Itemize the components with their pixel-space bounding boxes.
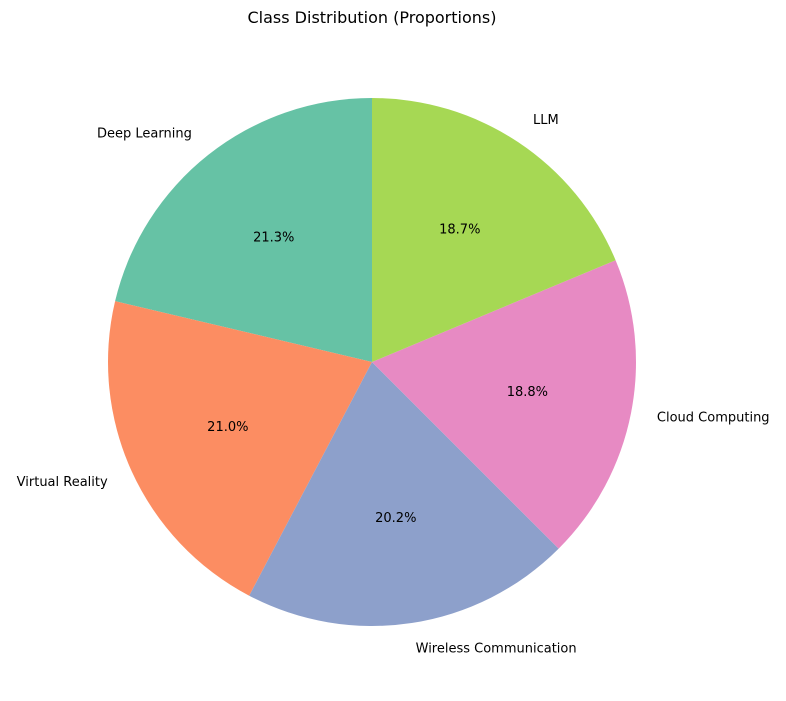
pie-slice-llm — [372, 98, 616, 362]
chart-title: Class Distribution (Proportions) — [248, 8, 497, 27]
pie-labels: Deep Learning 21.3% Virtual Reality 21.0% Wi… — [17, 113, 770, 657]
slice-percent-llm: 18.7% — [439, 223, 480, 238]
slice-percent-cloud-computing: 18.8% — [507, 385, 548, 400]
slice-label-deep-learning: Deep Learning — [97, 127, 192, 142]
slice-percent-virtual-reality: 21.0% — [207, 420, 248, 435]
pie-slice-cloud-computing — [372, 260, 637, 549]
slice-label-llm: LLM — [533, 113, 559, 128]
pie-slices — [108, 98, 637, 626]
slice-percent-deep-learning: 21.3% — [253, 230, 294, 245]
slice-percent-wireless-communication: 20.2% — [375, 511, 416, 526]
pie-slice-deep-learning — [115, 98, 372, 362]
slice-label-cloud-computing: Cloud Computing — [657, 411, 770, 426]
slice-label-virtual-reality: Virtual Reality — [17, 475, 108, 490]
pie-slice-virtual-reality — [108, 301, 372, 596]
pie-slice-wireless-communication — [249, 362, 559, 626]
slice-label-wireless-communication: Wireless Communication — [416, 642, 577, 657]
